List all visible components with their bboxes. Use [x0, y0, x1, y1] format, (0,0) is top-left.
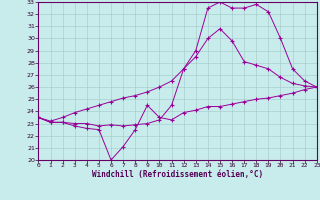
X-axis label: Windchill (Refroidissement éolien,°C): Windchill (Refroidissement éolien,°C)	[92, 170, 263, 179]
